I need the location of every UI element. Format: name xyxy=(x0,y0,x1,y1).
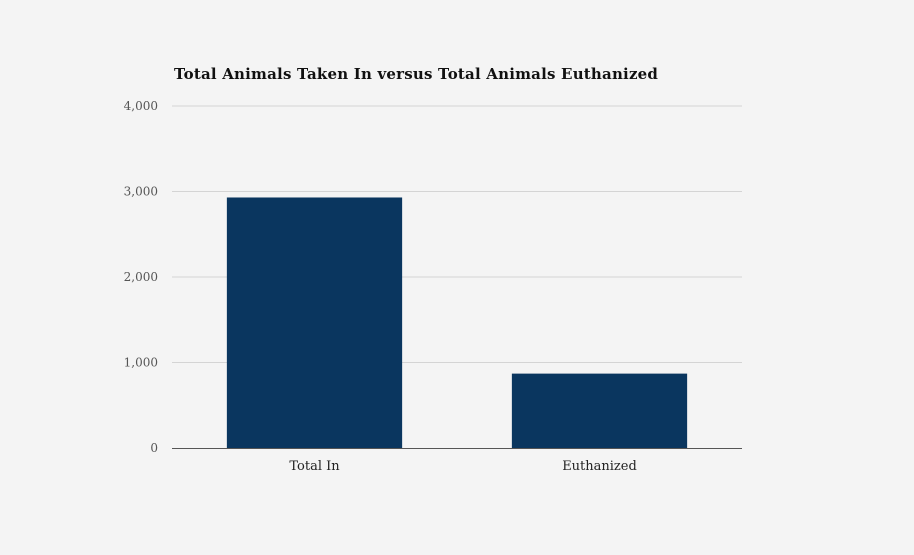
x-tick-label: Euthanized xyxy=(562,459,637,474)
y-tick-label: 3,000 xyxy=(124,185,158,199)
x-axis-ticks: Total In Euthanized xyxy=(289,459,636,474)
y-tick-label: 0 xyxy=(150,441,158,455)
y-tick-label: 1,000 xyxy=(124,356,158,370)
y-tick-label: 2,000 xyxy=(124,270,158,284)
y-axis-ticks: 0 1,000 2,000 3,000 4,000 xyxy=(124,99,158,455)
bar-euthanized xyxy=(511,373,688,448)
chart-title: Total Animals Taken In versus Total Anim… xyxy=(174,65,659,83)
bar-total-in xyxy=(226,197,403,448)
x-tick-label: Total In xyxy=(289,459,340,474)
bars xyxy=(226,197,688,448)
y-tick-label: 4,000 xyxy=(124,99,158,113)
